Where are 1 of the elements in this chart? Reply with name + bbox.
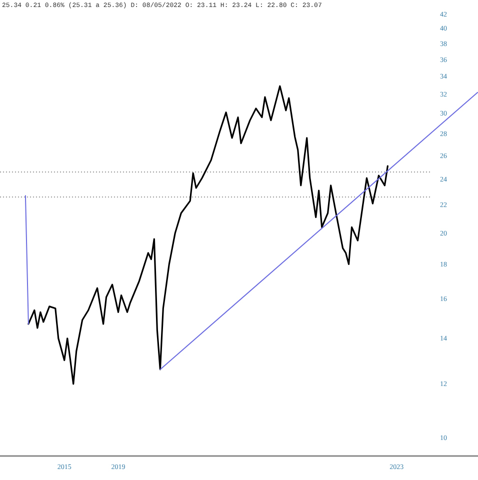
line-series [28,85,388,385]
